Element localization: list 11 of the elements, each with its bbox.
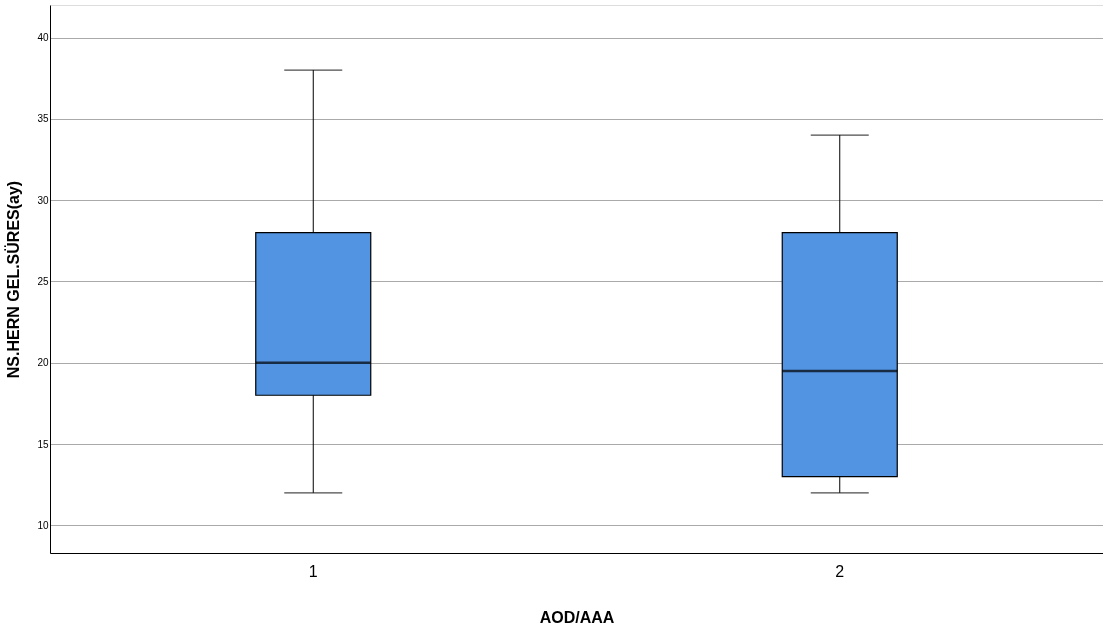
y-tick-label: 10: [37, 519, 49, 531]
y-tick-label: 15: [37, 438, 49, 450]
y-axis-title: NS.HERN GEL.SÜRES(ay): [4, 180, 23, 379]
x-tick-label: 2: [835, 562, 845, 580]
y-tick-label: 25: [37, 275, 49, 287]
x-tick-label: 1: [308, 562, 318, 580]
y-tick-label: 30: [37, 194, 49, 206]
y-tick-label: 20: [37, 357, 49, 369]
x-axis-title: AOD/AAA: [539, 608, 615, 626]
y-tick-label: 35: [37, 113, 49, 125]
y-tick-label: 40: [37, 32, 49, 44]
